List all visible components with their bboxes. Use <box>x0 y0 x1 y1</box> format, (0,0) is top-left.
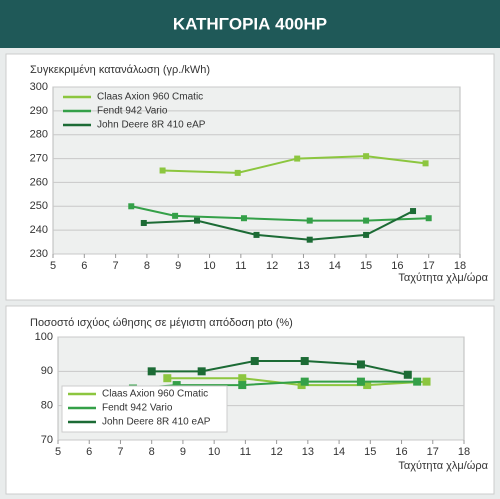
chart-title: Ποσοστό ισχύος ώθησης σε μέγιστη απόδοση… <box>30 317 293 329</box>
y-tick-label: 300 <box>30 81 48 93</box>
plot-area <box>52 86 461 255</box>
y-tick-label: 90 <box>41 365 53 377</box>
x-tick-label: 9 <box>175 260 181 272</box>
legend-label: John Deere 8R 410 eAP <box>102 417 211 428</box>
y-tick-label: 240 <box>30 224 48 236</box>
x-tick-label: 15 <box>360 260 372 272</box>
marker <box>159 167 166 174</box>
y-tick-label: 100 <box>35 331 53 343</box>
x-tick-label: 7 <box>117 446 123 458</box>
x-tick-label: 17 <box>427 446 439 458</box>
series-line <box>131 205 429 222</box>
y-tick-label: 70 <box>41 434 53 446</box>
x-tick-label: 12 <box>270 446 282 458</box>
marker <box>300 357 309 366</box>
marker <box>363 381 372 390</box>
x-tick-label: 13 <box>302 446 314 458</box>
header-title: ΚΑΤΗΓΟΡΙΑ 400HP <box>173 14 327 33</box>
marker <box>410 208 417 215</box>
marker <box>234 169 241 176</box>
x-tick-label: 12 <box>266 260 278 272</box>
marker <box>163 374 172 383</box>
marker <box>403 370 412 379</box>
marker <box>197 367 206 376</box>
marker <box>294 155 301 162</box>
marker <box>253 231 260 238</box>
x-tick-label: 10 <box>203 260 215 272</box>
x-tick-label: 18 <box>454 260 466 272</box>
x-tick-label: 13 <box>297 260 309 272</box>
series-line <box>143 210 414 241</box>
marker <box>250 357 259 366</box>
legend-label: John Deere 8R 410 eAP <box>97 120 206 131</box>
y-tick-label: 270 <box>30 152 48 164</box>
marker <box>172 381 181 390</box>
x-tick-label: 10 <box>208 446 220 458</box>
x-tick-label: 5 <box>50 260 56 272</box>
marker <box>363 217 370 224</box>
legend-label: Claas Axion 960 Cmatic <box>97 92 203 103</box>
marker <box>300 377 309 386</box>
y-tick-label: 80 <box>41 400 53 412</box>
marker <box>363 231 370 238</box>
x-tick-label: 8 <box>144 260 150 272</box>
x-axis-label: Ταχύτητα χλμ/ώρα <box>398 460 488 472</box>
marker <box>306 217 313 224</box>
marker <box>172 212 179 219</box>
x-tick-label: 16 <box>391 260 403 272</box>
marker <box>413 377 422 386</box>
legend-label: Fendt 942 Vario <box>102 403 173 414</box>
x-tick-label: 9 <box>180 446 186 458</box>
x-tick-label: 7 <box>113 260 119 272</box>
x-tick-label: 5 <box>55 446 61 458</box>
marker <box>356 377 365 386</box>
marker <box>128 203 135 210</box>
series-line <box>151 360 408 376</box>
y-tick-label: 280 <box>30 129 48 141</box>
x-tick-label: 11 <box>240 446 251 458</box>
marker <box>306 236 313 243</box>
x-tick-label: 8 <box>149 446 155 458</box>
marker <box>422 377 431 386</box>
legend-label: Claas Axion 960 Cmatic <box>102 389 208 400</box>
header-band <box>0 0 500 48</box>
marker <box>194 217 201 224</box>
marker <box>238 374 247 383</box>
y-tick-label: 230 <box>30 248 48 260</box>
marker <box>356 360 365 369</box>
x-axis-label: Ταχύτητα χλμ/ώρα <box>398 272 488 284</box>
marker <box>140 219 147 226</box>
x-tick-label: 18 <box>458 446 470 458</box>
marker <box>238 381 247 390</box>
y-tick-label: 250 <box>30 200 48 212</box>
legend-label: Fendt 942 Vario <box>97 106 168 117</box>
x-tick-label: 17 <box>423 260 435 272</box>
chart-title: Συγκεκριμένη κατανάλωση (γρ./kWh) <box>30 64 210 76</box>
marker <box>240 215 247 222</box>
y-tick-label: 260 <box>30 176 48 188</box>
y-tick-label: 290 <box>30 105 48 117</box>
marker <box>363 153 370 160</box>
x-tick-label: 11 <box>235 260 246 272</box>
x-tick-label: 14 <box>329 260 341 272</box>
x-tick-label: 16 <box>395 446 407 458</box>
x-tick-label: 15 <box>364 446 376 458</box>
x-tick-label: 6 <box>81 260 87 272</box>
x-tick-label: 14 <box>333 446 345 458</box>
marker <box>425 215 432 222</box>
marker <box>147 367 156 376</box>
x-tick-label: 6 <box>86 446 92 458</box>
marker <box>422 160 429 167</box>
